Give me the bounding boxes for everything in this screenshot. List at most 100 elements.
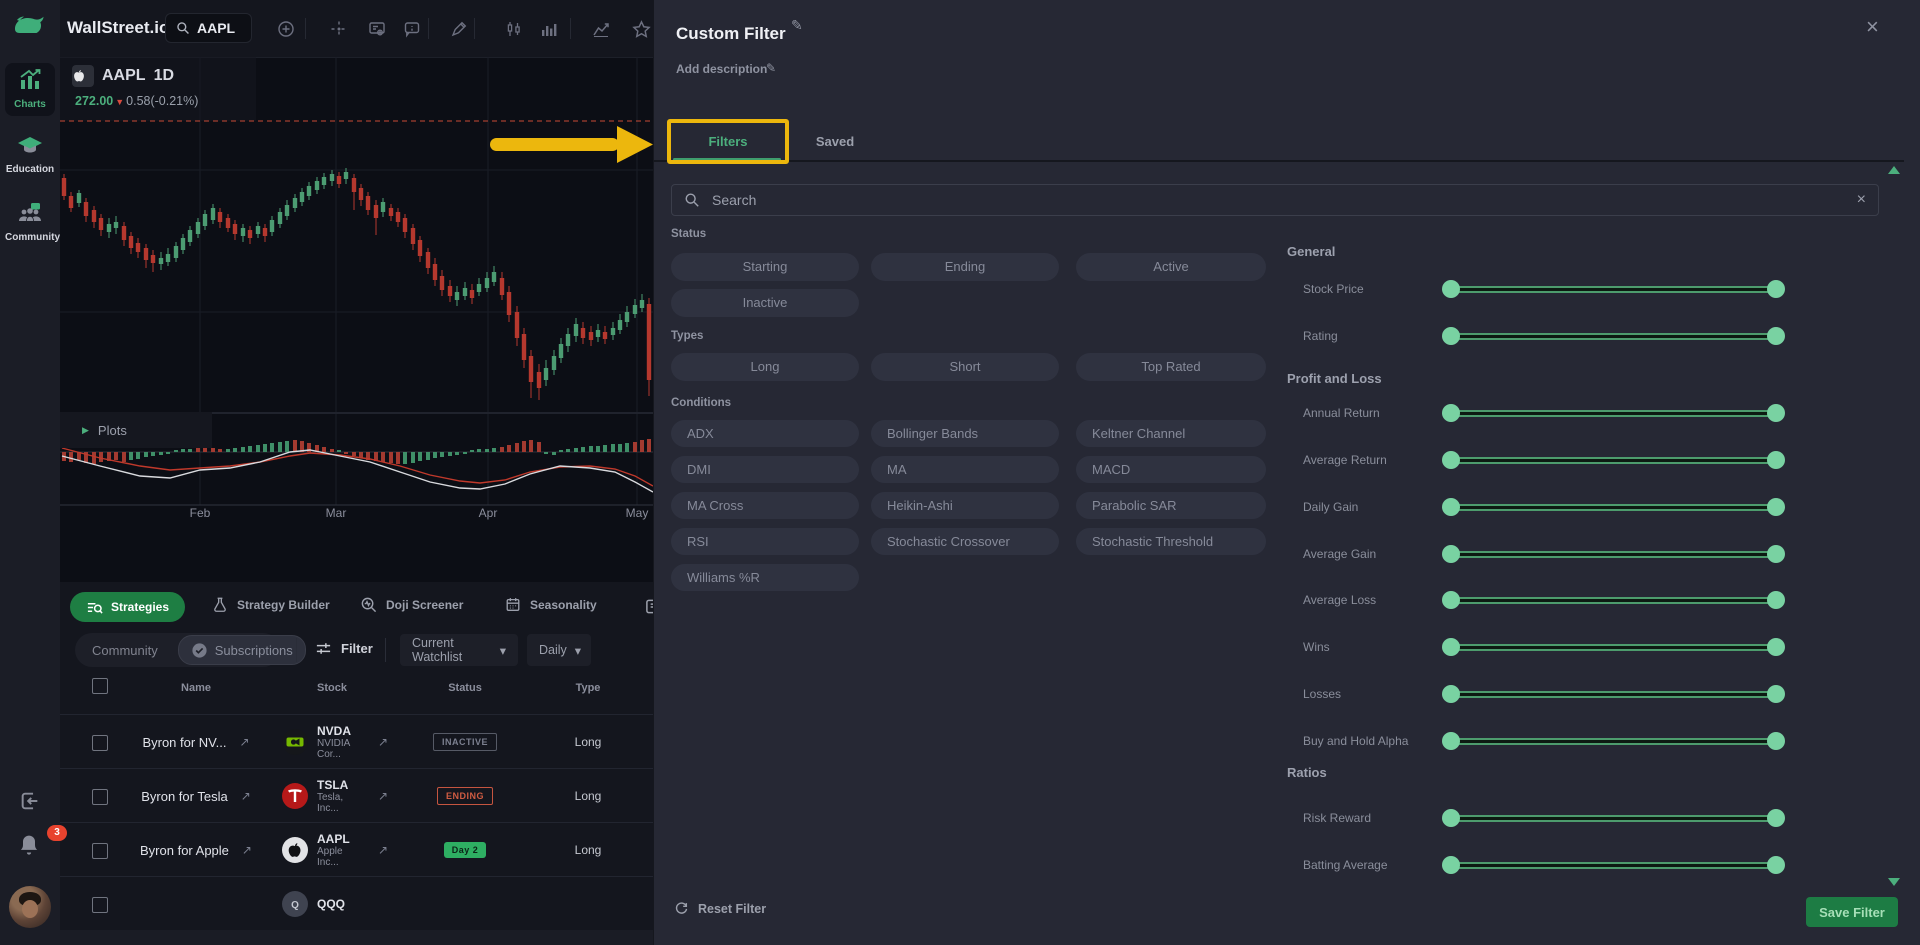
slider-handle-min[interactable]: [1442, 327, 1460, 345]
add-description[interactable]: Add description: [676, 62, 768, 76]
filter-pill-active[interactable]: Active: [1076, 253, 1266, 281]
slider-track[interactable]: [1451, 551, 1776, 558]
slider-track[interactable]: [1451, 333, 1776, 340]
slider-handle-min[interactable]: [1442, 638, 1460, 656]
notifications-bell[interactable]: 3: [17, 825, 67, 859]
tab-strategies[interactable]: Strategies: [70, 592, 186, 622]
table-row[interactable]: Byron for NV... ↗ NVDA NVIDIA Cor... ↗ INACTI…: [60, 714, 653, 769]
plots-toggle[interactable]: ▶ Plots: [60, 412, 212, 448]
slider-track[interactable]: [1451, 410, 1776, 417]
open-strategy-icon[interactable]: ↗: [239, 735, 250, 749]
filter-pill-dmi[interactable]: DMI: [671, 456, 859, 483]
slider-handle-min[interactable]: [1442, 856, 1460, 874]
slider-handle-max[interactable]: [1767, 545, 1785, 563]
filter-pill-inactive[interactable]: Inactive: [671, 289, 859, 317]
filter-pill-parabolic-sar[interactable]: Parabolic SAR: [1076, 492, 1266, 519]
filter-pill-stochastic-threshold[interactable]: Stochastic Threshold: [1076, 528, 1266, 555]
symbol-search[interactable]: AAPL: [165, 13, 252, 43]
chart-area[interactable]: Feb Mar Apr May AAPL 1D 272.00 ▼ 0.58(-0.21%)…: [60, 57, 653, 582]
sidebar-item-community[interactable]: Community: [5, 196, 60, 249]
draw-pen-icon[interactable]: [450, 20, 468, 38]
chat-info-icon[interactable]: [403, 20, 421, 38]
filter-pill-williams-r[interactable]: Williams %R: [671, 564, 859, 591]
filter-search-input[interactable]: [710, 191, 1847, 209]
slider-handle-max[interactable]: [1767, 685, 1785, 703]
clear-search-icon[interactable]: ×: [1856, 191, 1866, 208]
slider-track[interactable]: [1451, 504, 1776, 511]
table-row[interactable]: Q QQQ: [60, 876, 653, 931]
slider-handle-max[interactable]: [1767, 591, 1785, 609]
slider-handle-max[interactable]: [1767, 809, 1785, 827]
tab-doji-screener[interactable]: Doji Screener: [360, 596, 463, 613]
slider-handle-min[interactable]: [1442, 404, 1460, 422]
filter-pill-short[interactable]: Short: [871, 353, 1059, 381]
select-all-checkbox[interactable]: [92, 678, 108, 694]
table-row[interactable]: Byron for Tesla ↗ TSLA Tesla, Inc... ↗ ENDING…: [60, 768, 653, 823]
filter-button[interactable]: Filter: [315, 640, 373, 657]
open-strategy-icon[interactable]: ↗: [240, 789, 251, 803]
edit-description-pencil-icon[interactable]: ✎: [766, 61, 777, 75]
slider-track[interactable]: [1451, 862, 1776, 869]
filter-pill-ending[interactable]: Ending: [871, 253, 1059, 281]
crosshair-icon[interactable]: [330, 20, 348, 38]
slider-handle-max[interactable]: [1767, 451, 1785, 469]
filter-pill-keltner-channel[interactable]: Keltner Channel: [1076, 420, 1266, 447]
candlestick-icon[interactable]: [505, 20, 523, 38]
filter-pill-ma[interactable]: MA: [871, 456, 1059, 483]
tab-filters[interactable]: Filters: [708, 133, 748, 149]
slider-handle-max[interactable]: [1767, 404, 1785, 422]
trend-chart-icon[interactable]: [592, 20, 610, 38]
slider-handle-max[interactable]: [1767, 732, 1785, 750]
save-filter-button[interactable]: Save Filter: [1806, 897, 1898, 927]
table-scroll-strip[interactable]: [60, 930, 653, 945]
slider-track[interactable]: [1451, 597, 1776, 604]
watchlist-tab-icon-clipped[interactable]: [645, 598, 653, 615]
open-stock-icon[interactable]: ↗: [378, 843, 389, 857]
watchlist-panel-icon[interactable]: [368, 20, 386, 38]
open-strategy-icon[interactable]: ↗: [241, 843, 252, 857]
star-icon[interactable]: [632, 20, 651, 38]
slider-handle-min[interactable]: [1442, 809, 1460, 827]
toggle-option-community[interactable]: Community: [92, 642, 158, 658]
slider-handle-min[interactable]: [1442, 280, 1460, 298]
slider-handle-max[interactable]: [1767, 856, 1785, 874]
slider-track[interactable]: [1451, 644, 1776, 651]
slider-track[interactable]: [1451, 286, 1776, 293]
slider-handle-max[interactable]: [1767, 498, 1785, 516]
period-dropdown[interactable]: Daily ▾: [527, 634, 591, 666]
scroll-down-arrow[interactable]: [1888, 878, 1900, 886]
filter-pill-ma-cross[interactable]: MA Cross: [671, 492, 859, 519]
slider-handle-min[interactable]: [1442, 591, 1460, 609]
plus-circle-icon[interactable]: [277, 20, 295, 38]
slider-handle-min[interactable]: [1442, 685, 1460, 703]
reset-filter-button[interactable]: Reset Filter: [674, 901, 766, 916]
row-checkbox[interactable]: [92, 735, 108, 751]
slider-track[interactable]: [1451, 691, 1776, 698]
volume-bars-icon[interactable]: [540, 20, 558, 38]
filter-pill-long[interactable]: Long: [671, 353, 859, 381]
filter-pill-top-rated[interactable]: Top Rated: [1076, 353, 1266, 381]
watchlist-dropdown[interactable]: Current Watchlist ▾: [400, 634, 518, 666]
brand-bull-logo[interactable]: [11, 10, 49, 40]
slider-track[interactable]: [1451, 457, 1776, 464]
close-icon[interactable]: ×: [1866, 14, 1879, 39]
slider-track[interactable]: [1451, 815, 1776, 822]
candlestick-chart[interactable]: Feb Mar Apr May: [60, 57, 653, 582]
user-avatar[interactable]: [9, 886, 51, 928]
slider-handle-min[interactable]: [1442, 732, 1460, 750]
row-checkbox[interactable]: [92, 789, 108, 805]
filter-pill-adx[interactable]: ADX: [671, 420, 859, 447]
slider-handle-min[interactable]: [1442, 451, 1460, 469]
open-stock-icon[interactable]: ↗: [378, 789, 389, 803]
slider-track[interactable]: [1451, 738, 1776, 745]
tab-seasonality[interactable]: Seasonality: [505, 596, 597, 613]
slider-handle-max[interactable]: [1767, 638, 1785, 656]
tab-strategy-builder[interactable]: Strategy Builder: [212, 596, 330, 613]
row-checkbox[interactable]: [92, 843, 108, 859]
table-row[interactable]: Byron for Apple ↗ AAPL Apple Inc... ↗ Day 2 Lo…: [60, 822, 653, 877]
open-stock-icon[interactable]: ↗: [378, 735, 389, 749]
toggle-option-subscriptions[interactable]: Subscriptions: [177, 635, 306, 665]
tab-saved[interactable]: Saved: [815, 133, 855, 149]
filter-pill-starting[interactable]: Starting: [671, 253, 859, 281]
row-checkbox[interactable]: [92, 897, 108, 913]
